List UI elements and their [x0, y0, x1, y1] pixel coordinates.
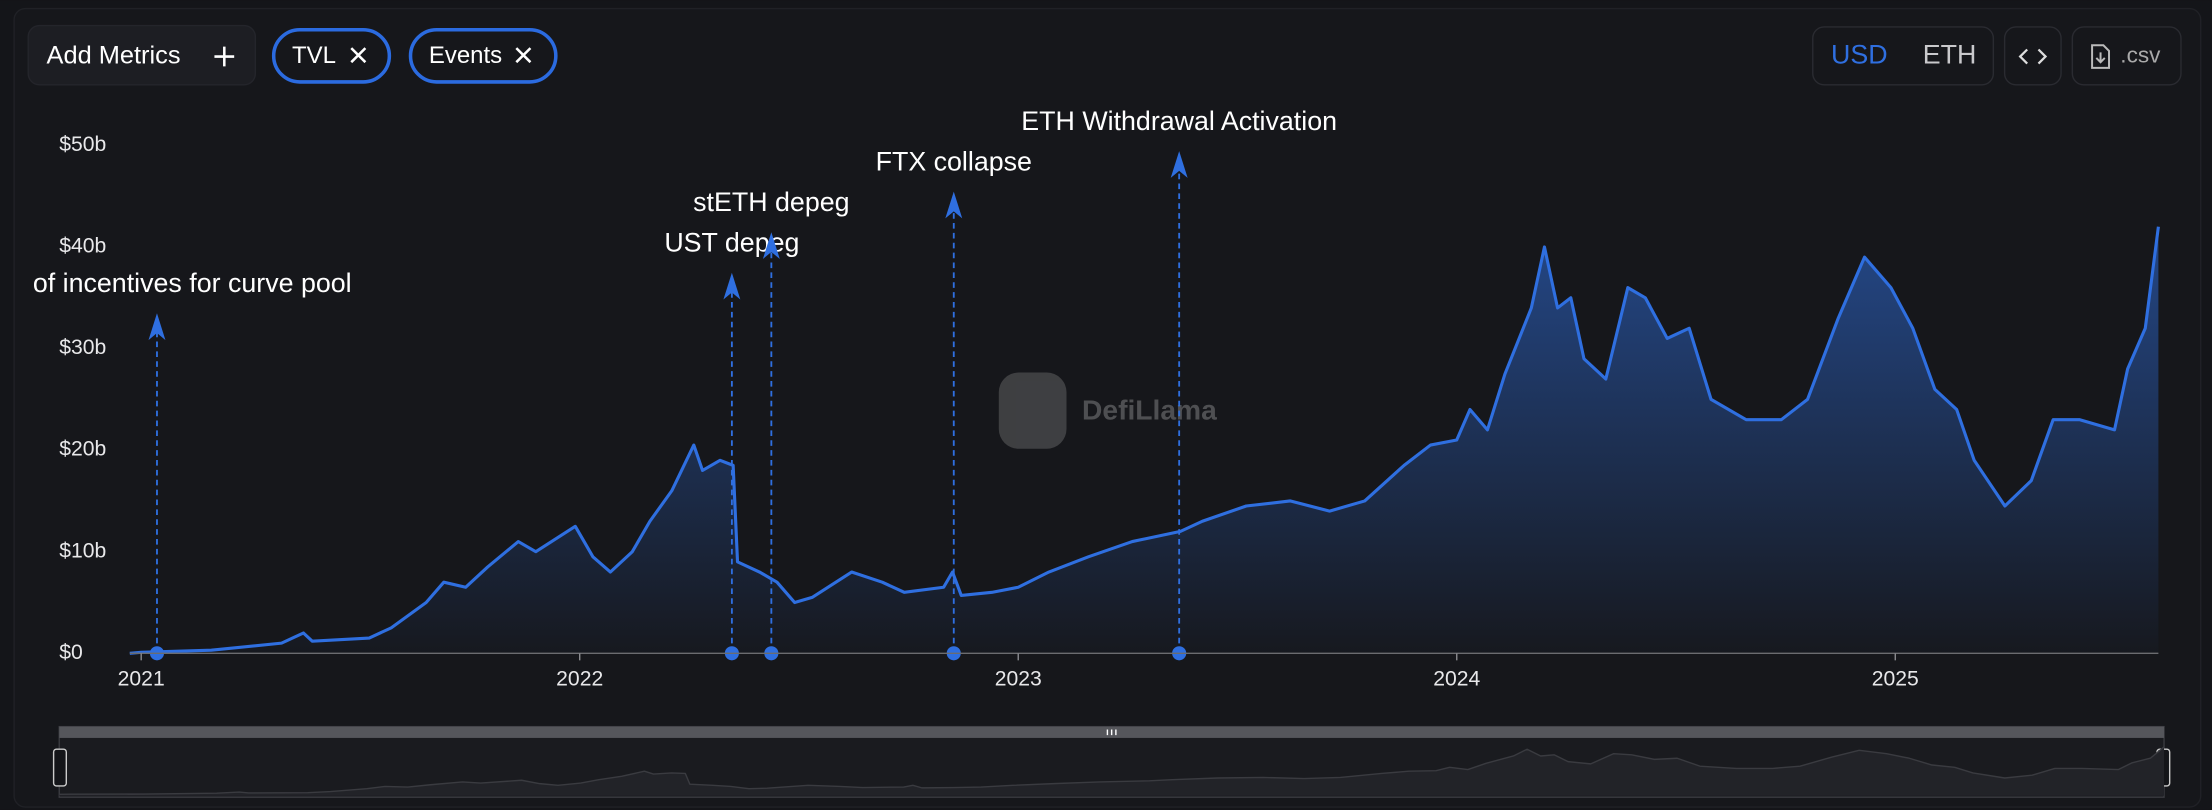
event-arrow [723, 272, 741, 300]
watermark-text: DefiLlama [1082, 394, 1217, 426]
currency-option[interactable]: ETH [1923, 40, 1977, 70]
x-tick-label: 2024 [1433, 668, 1480, 691]
y-tick-label: $10b [59, 539, 106, 562]
csv-button[interactable]: .csv [2071, 26, 2182, 86]
add-metrics-button[interactable]: Add Metrics [27, 24, 257, 86]
y-tick-label: $50b [59, 133, 106, 156]
axes: $0 $10b $20b $30b $40b $50b 2021 2022 2023 2024 20… [59, 133, 2159, 691]
event-arrow [1170, 151, 1188, 178]
event-arrow [148, 313, 166, 341]
tvl-chip[interactable]: TVL [271, 27, 392, 84]
x-tick-label: 2021 [118, 668, 165, 691]
plot-area: of incentives for curve pool UST depeg stE… [33, 106, 2160, 661]
mini-series [59, 746, 2165, 796]
button-label: .csv [2120, 43, 2161, 68]
button-label: Add Metrics [47, 41, 181, 69]
event-label: of incentives for curve pool [33, 268, 352, 298]
currency-toggle [1812, 26, 1995, 86]
currency-option[interactable]: USD [1831, 40, 1888, 70]
x-tick-label: 2023 [995, 668, 1042, 691]
y-tick-label: $0 [59, 641, 83, 664]
x-tick-label: 2022 [556, 668, 603, 691]
event-label: UST depeg [664, 228, 799, 258]
y-tick-label: $30b [59, 336, 106, 359]
event-label: ETH Withdrawal Activation [1021, 106, 1337, 136]
x-tick-label: 2025 [1872, 668, 1919, 691]
remove-icon [515, 47, 532, 64]
y-tick-label: $40b [59, 235, 106, 258]
remove-icon [350, 47, 367, 64]
chip-label: TVL [292, 42, 336, 69]
y-tick-label: $20b [59, 438, 106, 461]
watermark: DefiLlama [998, 372, 1217, 449]
plus-icon [214, 46, 235, 67]
event-label: stETH depeg [693, 187, 849, 217]
chip-label: Events [429, 42, 502, 69]
line [129, 226, 2160, 655]
events-chip[interactable]: Events [408, 27, 558, 84]
area [59, 746, 2165, 796]
event-arrow [762, 232, 780, 259]
line [59, 746, 2165, 796]
embed-button[interactable] [2003, 26, 2062, 86]
range-brush[interactable] [52, 725, 2171, 798]
event-arrow [945, 191, 963, 219]
event-label: FTX collapse [876, 146, 1032, 176]
